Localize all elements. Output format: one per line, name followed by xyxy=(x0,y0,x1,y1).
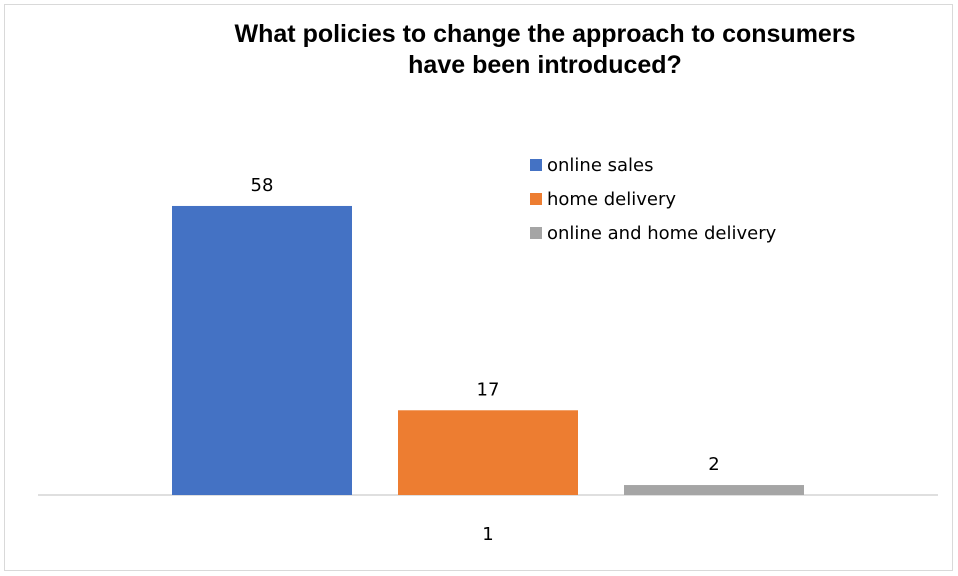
data-label-online-and-home-delivery: 2 xyxy=(708,454,719,475)
x-tick-label: 1 xyxy=(482,524,493,545)
legend-item-home-delivery: home delivery xyxy=(530,182,776,216)
legend-swatch-online-sales xyxy=(530,159,542,171)
data-label-online-sales: 58 xyxy=(251,175,274,196)
legend-item-online-sales: online sales xyxy=(530,148,776,182)
legend-swatch-home-delivery xyxy=(530,193,542,205)
legend: online sales home delivery online and ho… xyxy=(530,148,776,250)
legend-item-online-and-home-delivery: online and home delivery xyxy=(530,216,776,250)
data-labels-group: 58 17 2 xyxy=(251,175,720,475)
legend-label: home delivery xyxy=(547,188,677,210)
bar-online-sales xyxy=(172,205,352,495)
chart-title: What policies to change the approach to … xyxy=(95,19,958,81)
chart-title-line-2: have been introduced? xyxy=(408,51,682,79)
bar-online-and-home-delivery xyxy=(624,485,804,495)
bars-group xyxy=(172,205,804,495)
legend-label: online sales xyxy=(547,154,654,176)
chart-title-line-1: What policies to change the approach to … xyxy=(234,20,856,48)
legend-swatch-online-and-home-delivery xyxy=(530,227,542,239)
legend-label: online and home delivery xyxy=(547,222,777,244)
data-label-home-delivery: 17 xyxy=(477,379,500,400)
bar-home-delivery xyxy=(398,410,578,495)
